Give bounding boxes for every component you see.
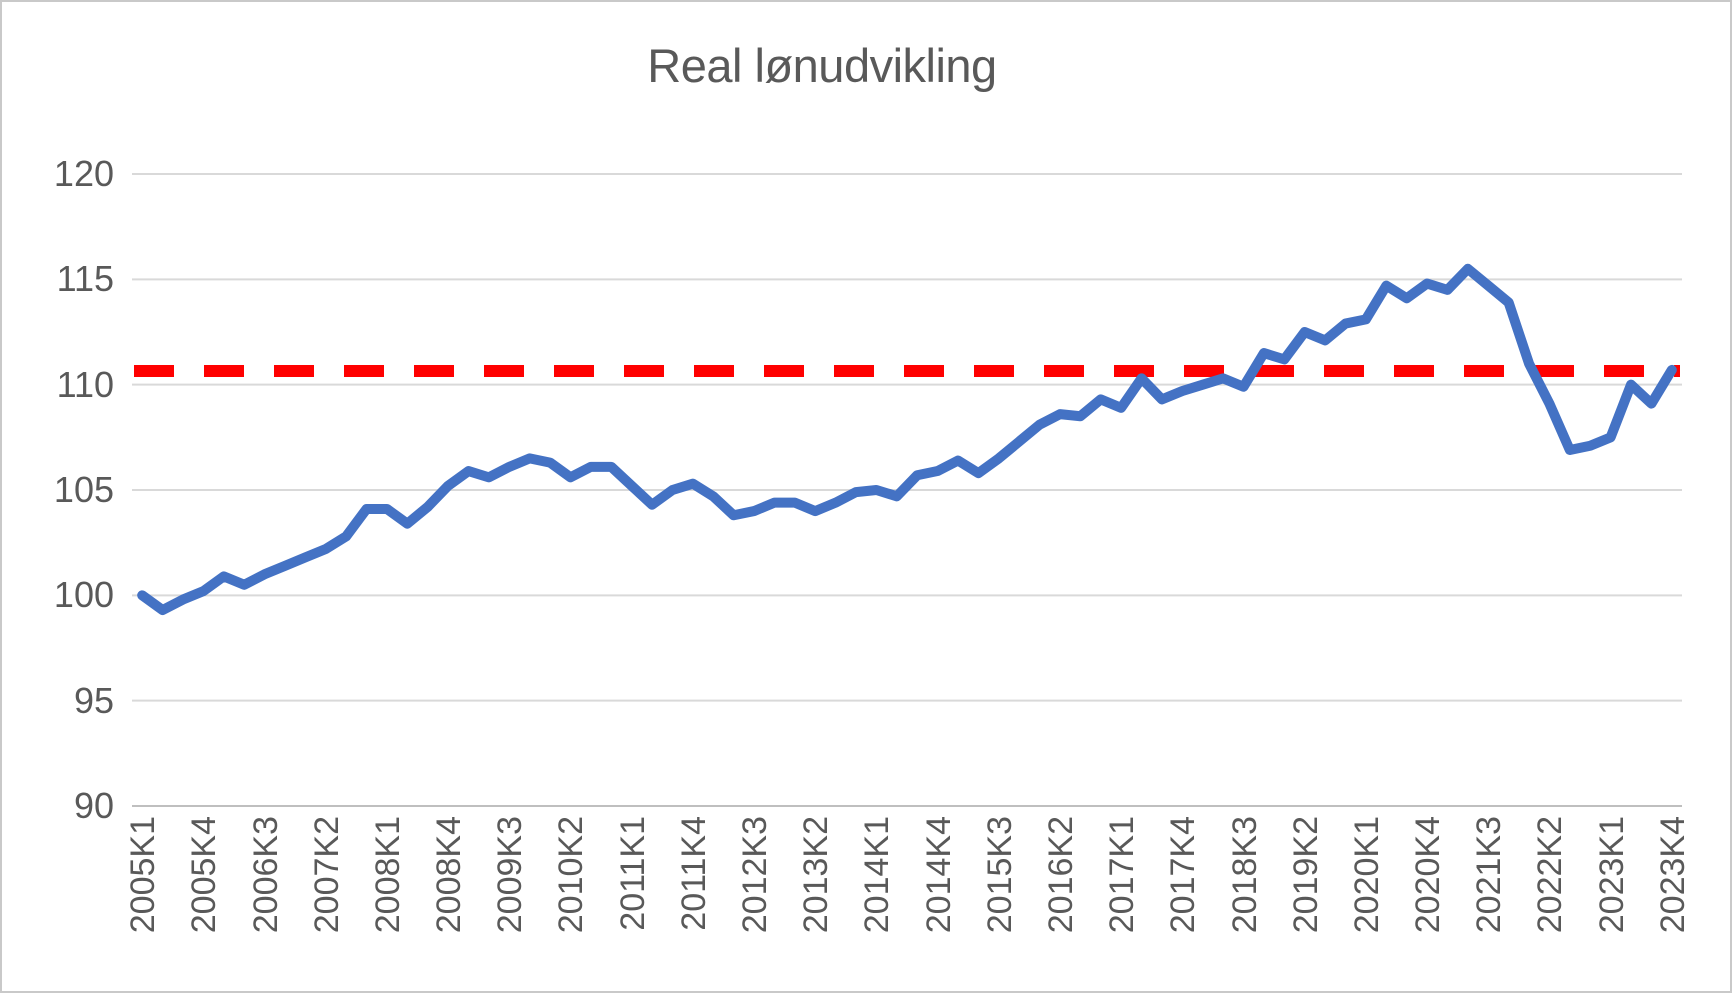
x-axis-tick-label: 2016K2	[1041, 816, 1080, 934]
x-axis-tick-label: 2012K3	[736, 816, 775, 934]
x-axis-tick-label: 2017K1	[1103, 816, 1142, 934]
y-axis-tick-label: 110	[56, 363, 114, 405]
y-axis-tick-label: 100	[53, 574, 114, 616]
x-axis-tick-label: 2022K2	[1531, 816, 1570, 934]
x-axis-tick-label: 2008K4	[430, 816, 469, 934]
x-axis-tick-label: 2005K4	[185, 816, 224, 934]
x-axis-tick-label: 2020K1	[1347, 816, 1386, 934]
x-axis-tick-label: 2015K3	[980, 816, 1019, 934]
y-axis-tick-label: 120	[53, 153, 114, 194]
x-axis-tick-label: 2023K1	[1592, 816, 1631, 934]
y-axis-tick-label: 115	[56, 258, 114, 300]
x-axis-tick-label: 2005K1	[124, 816, 163, 934]
wage-series-line	[137, 263, 1677, 616]
x-axis-tick-label: 2023K4	[1653, 816, 1692, 934]
x-axis-tick-label: 2021K3	[1470, 816, 1509, 934]
x-axis-tick-label: 2011K1	[613, 816, 652, 931]
x-axis-tick-label: 2006K3	[246, 816, 285, 934]
chart-title: Real lønudvikling	[647, 39, 997, 92]
x-axis-tick-label: 2007K2	[307, 816, 346, 934]
x-axis-tick-label: 2014K4	[919, 816, 958, 934]
y-axis-tick-label: 105	[53, 469, 114, 510]
x-axis-tick-label: 2019K2	[1286, 816, 1325, 934]
x-axis-tick-label: 2011K4	[674, 816, 713, 931]
x-axis-tick-label: 2018K3	[1225, 816, 1264, 934]
x-axis-tick-label: 2008K1	[368, 816, 407, 934]
y-axis-tick-label: 90	[73, 785, 114, 826]
x-axis-tick-label: 2014K1	[858, 816, 897, 934]
x-axis-tick-label: 2009K3	[491, 816, 530, 934]
x-axis-tick-label: 2017K4	[1164, 816, 1203, 934]
x-axis-tick-label: 2010K2	[552, 816, 591, 934]
x-axis-tick-label: 2020K4	[1409, 816, 1448, 934]
y-axis-tick-label: 95	[73, 679, 114, 721]
x-axis-tick-label: 2013K2	[797, 816, 836, 934]
